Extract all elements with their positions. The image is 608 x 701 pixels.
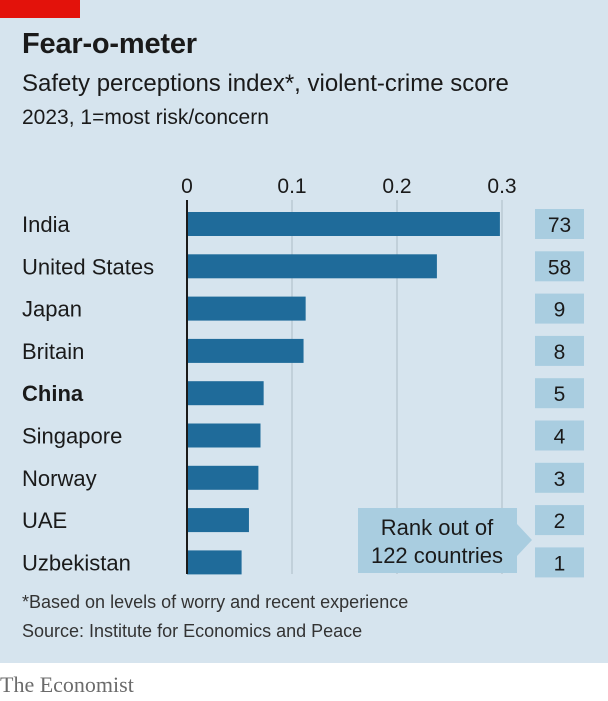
category-label: Uzbekistan — [22, 550, 131, 575]
category-label: Britain — [22, 339, 84, 364]
rank-value: 5 — [554, 383, 566, 406]
rank-badge — [535, 420, 584, 451]
bar — [187, 465, 259, 490]
x-tick-label: 0.2 — [382, 175, 411, 198]
chart-subtitle-year: 2023, 1=most risk/concern — [22, 106, 269, 129]
category-label: UAE — [22, 508, 67, 533]
x-tick-label: 0 — [181, 175, 193, 198]
bar — [187, 296, 306, 321]
rank-badge — [535, 547, 584, 578]
rank-value: 9 — [554, 299, 566, 322]
rank-badge — [535, 462, 584, 493]
x-tick-label: 0.3 — [487, 175, 516, 198]
rank-value: 73 — [548, 214, 571, 237]
rank-badge — [535, 378, 584, 409]
rank-badge — [535, 209, 584, 239]
bar — [187, 381, 264, 406]
category-label: Norway — [22, 466, 97, 491]
rank-value: 3 — [554, 468, 566, 491]
bar — [187, 423, 261, 448]
rank-value: 4 — [554, 426, 566, 449]
bar — [187, 212, 500, 236]
rank-callout-text: Rank out of — [381, 515, 494, 540]
source-note: Source: Institute for Economics and Peac… — [22, 621, 363, 641]
rank-badge — [535, 293, 584, 324]
category-label: Japan — [22, 297, 82, 322]
rank-badge — [535, 251, 584, 282]
bar — [187, 254, 437, 279]
brand-red-tag — [0, 0, 80, 18]
bar — [187, 508, 249, 533]
rank-value: 8 — [554, 341, 566, 364]
rank-callout-box — [358, 508, 532, 573]
rank-value: 2 — [554, 510, 566, 533]
footnote: *Based on levels of worry and recent exp… — [22, 592, 409, 612]
category-label: India — [22, 212, 70, 237]
x-tick-label: 0.1 — [277, 175, 306, 198]
rank-badge — [535, 505, 584, 536]
economist-logo: The Economist — [0, 672, 134, 697]
rank-value: 58 — [548, 256, 571, 279]
bar — [187, 550, 242, 575]
bar — [187, 338, 304, 363]
chart-subtitle: Safety perceptions index*, violent-crime… — [22, 70, 509, 97]
category-label: United States — [22, 254, 154, 279]
rank-callout-text: 122 countries — [371, 543, 503, 568]
rank-value: 1 — [554, 552, 566, 575]
category-label: China — [22, 381, 84, 406]
category-label: Singapore — [22, 424, 122, 449]
rank-badge — [535, 335, 584, 366]
chart-title: Fear-o-meter — [22, 28, 197, 60]
